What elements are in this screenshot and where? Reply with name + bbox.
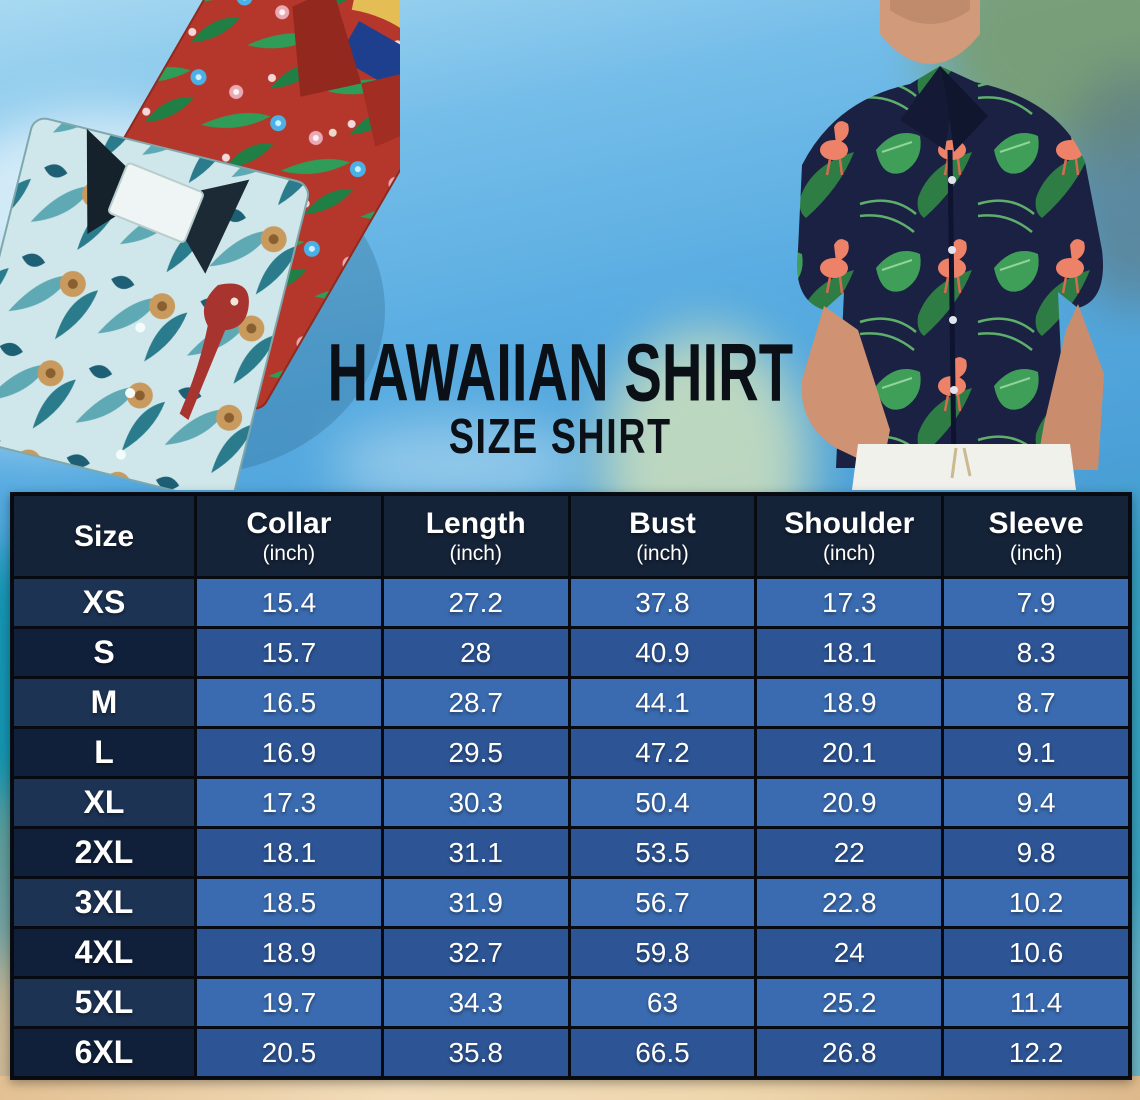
value-cell-m-collar: 16.5	[197, 679, 381, 726]
value-cell-3xl-collar: 18.5	[197, 879, 381, 926]
header-length: Length (inch)	[383, 496, 568, 576]
header-collar: Collar (inch)	[197, 496, 381, 576]
value-cell-5xl-sleeve: 11.4	[944, 979, 1128, 1026]
value-cell-2xl-length: 31.1	[383, 829, 568, 876]
header-shoulder: Shoulder (inch)	[757, 496, 942, 576]
value-cell-2xl-shoulder: 22	[757, 829, 942, 876]
value-cell-m-sleeve: 8.7	[944, 679, 1128, 726]
header-sleeve: Sleeve (inch)	[944, 496, 1128, 576]
header-unit: (inch)	[636, 541, 689, 565]
value-cell-5xl-length: 34.3	[383, 979, 568, 1026]
value-cell-xl-shoulder: 20.9	[757, 779, 942, 826]
value-cell-3xl-length: 31.9	[383, 879, 568, 926]
value-cell-m-bust: 44.1	[570, 679, 755, 726]
value-cell-s-bust: 40.9	[570, 629, 755, 676]
value-cell-m-shoulder: 18.9	[757, 679, 942, 726]
value-cell-5xl-shoulder: 25.2	[757, 979, 942, 1026]
header-label: Bust	[629, 506, 696, 540]
value-cell-6xl-sleeve: 12.2	[944, 1029, 1128, 1076]
header-unit: (inch)	[262, 541, 316, 565]
header-label: Length	[425, 506, 526, 540]
value-cell-6xl-shoulder: 26.8	[757, 1029, 942, 1076]
value-cell-m-length: 28.7	[383, 679, 568, 726]
value-cell-4xl-bust: 59.8	[570, 929, 755, 976]
value-cell-2xl-bust: 53.5	[570, 829, 755, 876]
size-cell-m: M	[14, 679, 194, 726]
value-cell-xl-length: 30.3	[383, 779, 568, 826]
value-cell-xs-sleeve: 7.9	[944, 579, 1128, 626]
value-cell-xs-shoulder: 17.3	[757, 579, 942, 626]
size-cell-3xl: 3XL	[14, 879, 194, 926]
value-cell-s-shoulder: 18.1	[757, 629, 942, 676]
value-cell-xl-sleeve: 9.4	[944, 779, 1128, 826]
value-cell-xl-collar: 17.3	[197, 779, 381, 826]
value-cell-s-sleeve: 8.3	[944, 629, 1128, 676]
folded-shirts-photo	[0, 0, 400, 490]
size-chart-table: Size Collar (inch) Length (inch) Bust (inch) Sh…	[10, 492, 1132, 1080]
sand-strip	[0, 1076, 1140, 1100]
value-cell-2xl-collar: 18.1	[197, 829, 381, 876]
size-cell-5xl: 5XL	[14, 979, 194, 1026]
value-cell-l-sleeve: 9.1	[944, 729, 1128, 776]
size-cell-xl: XL	[14, 779, 194, 826]
header-bust: Bust (inch)	[570, 496, 755, 576]
model-photo	[797, 0, 1104, 490]
value-cell-5xl-bust: 63	[570, 979, 755, 1026]
value-cell-l-length: 29.5	[383, 729, 568, 776]
value-cell-6xl-collar: 20.5	[197, 1029, 381, 1076]
size-cell-6xl: 6XL	[14, 1029, 194, 1076]
size-cell-xs: XS	[14, 579, 194, 626]
value-cell-s-length: 28	[383, 629, 568, 676]
value-cell-4xl-sleeve: 10.6	[944, 929, 1128, 976]
value-cell-6xl-length: 35.8	[383, 1029, 568, 1076]
size-cell-s: S	[14, 629, 194, 676]
title-block: HAWAIIAN SHIRT SIZE SHIRT	[250, 332, 870, 464]
value-cell-3xl-shoulder: 22.8	[757, 879, 942, 926]
header-unit: (inch)	[449, 541, 502, 565]
size-cell-l: L	[14, 729, 194, 776]
value-cell-4xl-collar: 18.9	[197, 929, 381, 976]
value-cell-5xl-collar: 19.7	[197, 979, 381, 1026]
value-cell-3xl-bust: 56.7	[570, 879, 755, 926]
page-title: HAWAIIAN SHIRT	[327, 326, 793, 419]
header-label: Size	[73, 519, 135, 553]
value-cell-l-shoulder: 20.1	[757, 729, 942, 776]
value-cell-6xl-bust: 66.5	[570, 1029, 755, 1076]
header-label: Shoulder	[784, 506, 915, 540]
value-cell-4xl-length: 32.7	[383, 929, 568, 976]
value-cell-s-collar: 15.7	[197, 629, 381, 676]
value-cell-xs-length: 27.2	[383, 579, 568, 626]
value-cell-l-bust: 47.2	[570, 729, 755, 776]
header-size: Size	[14, 496, 194, 576]
value-cell-3xl-sleeve: 10.2	[944, 879, 1128, 926]
teal-shirt	[0, 117, 309, 490]
value-cell-xs-collar: 15.4	[197, 579, 381, 626]
header-unit: (inch)	[823, 541, 876, 565]
size-cell-2xl: 2XL	[14, 829, 194, 876]
header-label: Collar	[246, 506, 332, 540]
value-cell-2xl-sleeve: 9.8	[944, 829, 1128, 876]
value-cell-l-collar: 16.9	[197, 729, 381, 776]
page-subtitle: SIZE SHIRT	[448, 407, 672, 464]
header-unit: (inch)	[1009, 541, 1063, 565]
value-cell-xl-bust: 50.4	[570, 779, 755, 826]
size-cell-4xl: 4XL	[14, 929, 194, 976]
value-cell-4xl-shoulder: 24	[757, 929, 942, 976]
value-cell-xs-bust: 37.8	[570, 579, 755, 626]
header-label: Sleeve	[988, 506, 1084, 540]
